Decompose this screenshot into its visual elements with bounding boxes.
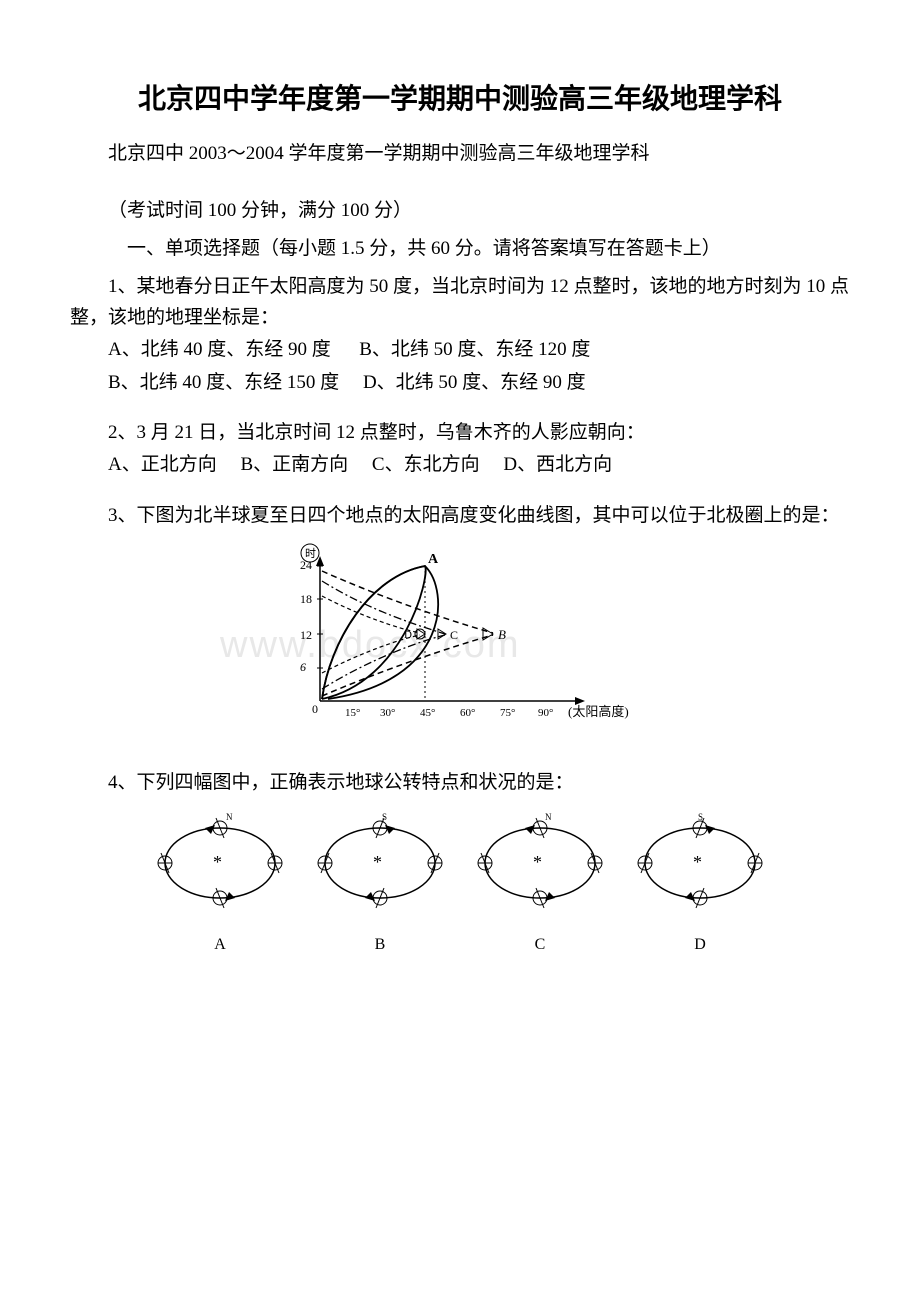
q4-figures: * N A * S B [70, 808, 850, 957]
sun-icon: * [213, 852, 222, 872]
svg-text:N: N [226, 812, 233, 822]
sun-icon: * [693, 852, 702, 872]
curve-A-label: A [428, 552, 439, 567]
q2-optD: D、西北方向 [503, 454, 612, 475]
yaxis-label: 时 [305, 547, 316, 560]
q3-chart: 24 18 12 6 0 时 15° 30° 45° 60° 75° 90° (… [70, 541, 850, 740]
q2-optA: A、正北方向 [108, 454, 217, 475]
xtick-75: 75° [500, 707, 515, 719]
q1-text: 1、某地春分日正午太阳高度为 50 度，当北京时间为 12 点整时，该地的地方时… [70, 272, 850, 333]
q1-options-row2: B、北纬 40 度、东经 150 度 D、北纬 50 度、东经 90 度 [70, 368, 850, 398]
xtick-90: 90° [538, 707, 553, 719]
subtitle-text: 北京四中 2003～2004 学年度第一学期期中测验高三年级地理学科 [70, 139, 850, 169]
q2-options: A、正北方向 B、正南方向 C、东北方向 D、西北方向 [70, 450, 850, 480]
sun-icon: * [373, 852, 382, 872]
ytick-6: 6 [300, 660, 306, 674]
orbit-C: * N C [465, 808, 615, 957]
q1-optC: B、北纬 40 度、东经 150 度 [108, 372, 339, 393]
orbit-B-label: B [305, 932, 455, 958]
curve-C-label: C [450, 628, 458, 642]
ytick-24: 24 [300, 558, 312, 572]
xtick-15: 15° [345, 707, 360, 719]
exam-info: （考试时间 100 分钟，满分 100 分） [70, 196, 850, 226]
sun-icon: * [533, 852, 542, 872]
page-title: 北京四中学年度第一学期期中测验高三年级地理学科 [70, 80, 850, 119]
svg-text:S: S [382, 812, 387, 822]
orbit-C-label: C [465, 932, 615, 958]
svg-text:N: N [545, 812, 552, 822]
ytick-18: 18 [300, 592, 312, 606]
svg-text:S: S [698, 812, 703, 822]
xaxis-label: (太阳高度) [568, 704, 629, 719]
q2-optB: B、正南方向 [240, 454, 348, 475]
curve-D-label: D [404, 629, 412, 641]
q1-optD: D、北纬 50 度、东经 90 度 [363, 372, 586, 393]
xtick-30: 30° [380, 707, 395, 719]
q2-optC: C、东北方向 [372, 454, 480, 475]
q2-text: 2、3 月 21 日，当北京时间 12 点整时，乌鲁木齐的人影应朝向： [70, 418, 850, 448]
q1-optB: B、北纬 50 度、东经 120 度 [359, 339, 590, 360]
curve-B-label: B [498, 627, 506, 642]
ytick-0: 0 [312, 702, 318, 716]
orbit-D: * S D [625, 808, 775, 957]
orbit-A-label: A [145, 932, 295, 958]
orbit-D-label: D [625, 932, 775, 958]
xtick-60: 60° [460, 707, 475, 719]
q3-text: 3、下图为北半球夏至日四个地点的太阳高度变化曲线图，其中可以位于北极圈上的是： [70, 501, 850, 531]
ytick-12: 12 [300, 628, 312, 642]
q1-optA: A、北纬 40 度、东经 90 度 [108, 339, 331, 360]
xtick-45: 45° [420, 707, 435, 719]
q4-text: 4、下列四幅图中，正确表示地球公转特点和状况的是： [70, 768, 850, 798]
orbit-B: * S B [305, 808, 455, 957]
orbit-A: * N A [145, 808, 295, 957]
q1-options-row1: A、北纬 40 度、东经 90 度 B、北纬 50 度、东经 120 度 [70, 335, 850, 365]
section-header: 一、单项选择题（每小题 1.5 分，共 60 分。请将答案填写在答题卡上） [70, 234, 850, 264]
